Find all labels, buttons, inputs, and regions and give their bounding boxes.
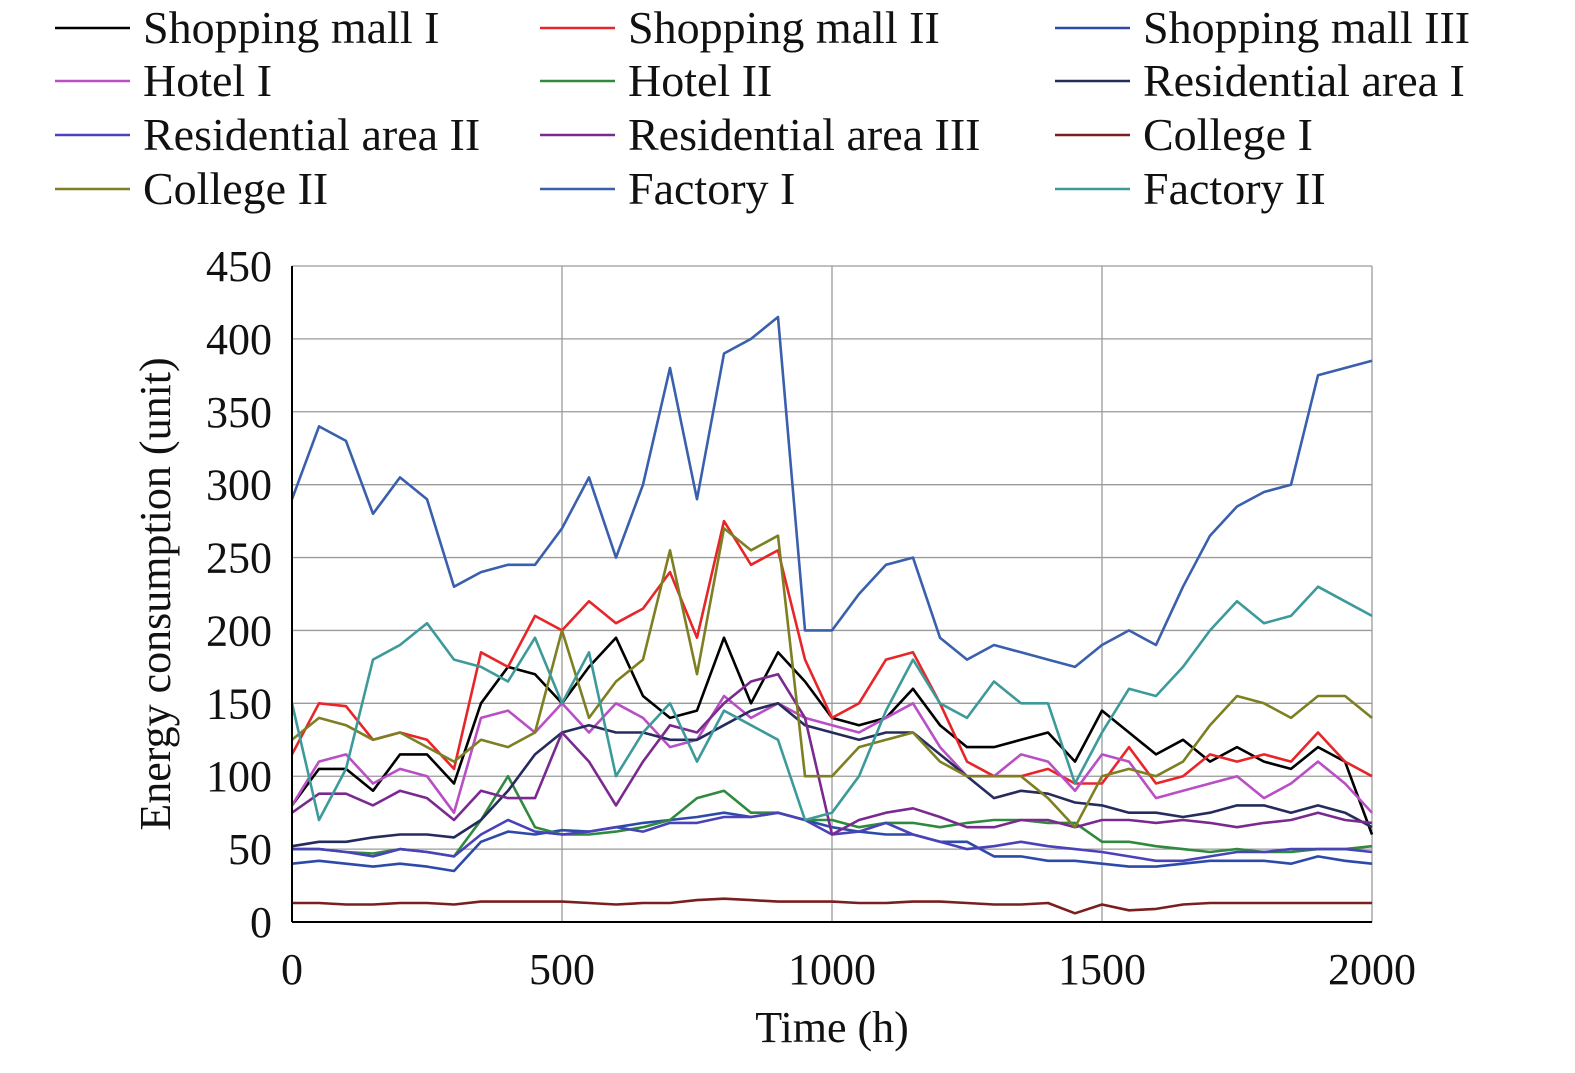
- legend-label: Shopping mall II: [628, 2, 940, 53]
- x-tick-label: 1500: [1058, 945, 1146, 994]
- legend: Shopping mall I Shopping mall II Shopping …: [55, 2, 1470, 214]
- series-line-2: [290, 519, 1373, 785]
- legend-label: College I: [1143, 109, 1313, 160]
- series-line-5: [292, 774, 1373, 858]
- legend-item: Residential area I: [1055, 55, 1465, 106]
- series-line-4: [290, 694, 1373, 815]
- legend-label: Residential area II: [143, 109, 480, 160]
- legend-item: Hotel I: [55, 55, 272, 106]
- axes: [291, 266, 1372, 923]
- legend-item: Residential area II: [55, 109, 480, 160]
- x-tick-label: 500: [529, 945, 595, 994]
- y-tick-label: 100: [206, 752, 272, 801]
- series-line-10: [291, 527, 1373, 829]
- series-lines: [290, 315, 1374, 915]
- legend-label: Hotel I: [143, 55, 272, 106]
- legend-label: Shopping mall III: [1143, 2, 1470, 53]
- series-line-12: [290, 585, 1373, 822]
- y-tick-label: 50: [228, 825, 272, 874]
- y-tick-label: 350: [206, 388, 272, 437]
- series-line-11: [290, 315, 1373, 669]
- y-tick-label: 450: [206, 242, 272, 291]
- legend-label: Hotel II: [628, 55, 772, 106]
- legend-label: Factory I: [628, 163, 795, 214]
- y-tick-label: 300: [206, 461, 272, 510]
- x-tick-label: 2000: [1328, 945, 1416, 994]
- legend-item: College II: [55, 163, 328, 214]
- x-tick-label: 0: [281, 945, 303, 994]
- legend-item: Factory II: [1055, 163, 1326, 214]
- legend-label: Shopping mall I: [143, 2, 439, 53]
- legend-item: Residential area III: [540, 109, 980, 160]
- legend-label: College II: [143, 163, 328, 214]
- series-line-9: [292, 897, 1372, 915]
- legend-item: Hotel II: [540, 55, 772, 106]
- y-tick-label: 0: [250, 898, 272, 947]
- series-line-8: [291, 672, 1373, 836]
- x-axis-title: Time (h): [755, 1003, 909, 1052]
- tick-labels: 0 50 100 150 200 250 300 350 400 450 0 500 1000 1500 2…: [206, 242, 1416, 994]
- legend-item: Shopping mall III: [1055, 2, 1470, 53]
- legend-item: Shopping mall I: [55, 2, 439, 53]
- series-line-6: [291, 701, 1373, 848]
- y-tick-label: 200: [206, 606, 272, 655]
- legend-label: Factory II: [1143, 163, 1326, 214]
- legend-item: Shopping mall II: [540, 2, 940, 53]
- legend-item: Factory I: [540, 163, 795, 214]
- legend-item: College I: [1055, 109, 1313, 160]
- legend-label: Residential area III: [628, 109, 980, 160]
- y-tick-label: 250: [206, 534, 272, 583]
- y-tick-label: 400: [206, 315, 272, 364]
- y-tick-label: 150: [206, 679, 272, 728]
- series-line-3: [291, 811, 1373, 873]
- x-tick-label: 1000: [788, 945, 876, 994]
- legend-label: Residential area I: [1143, 55, 1465, 106]
- y-axis-title: Energy consumption (unit): [131, 357, 180, 830]
